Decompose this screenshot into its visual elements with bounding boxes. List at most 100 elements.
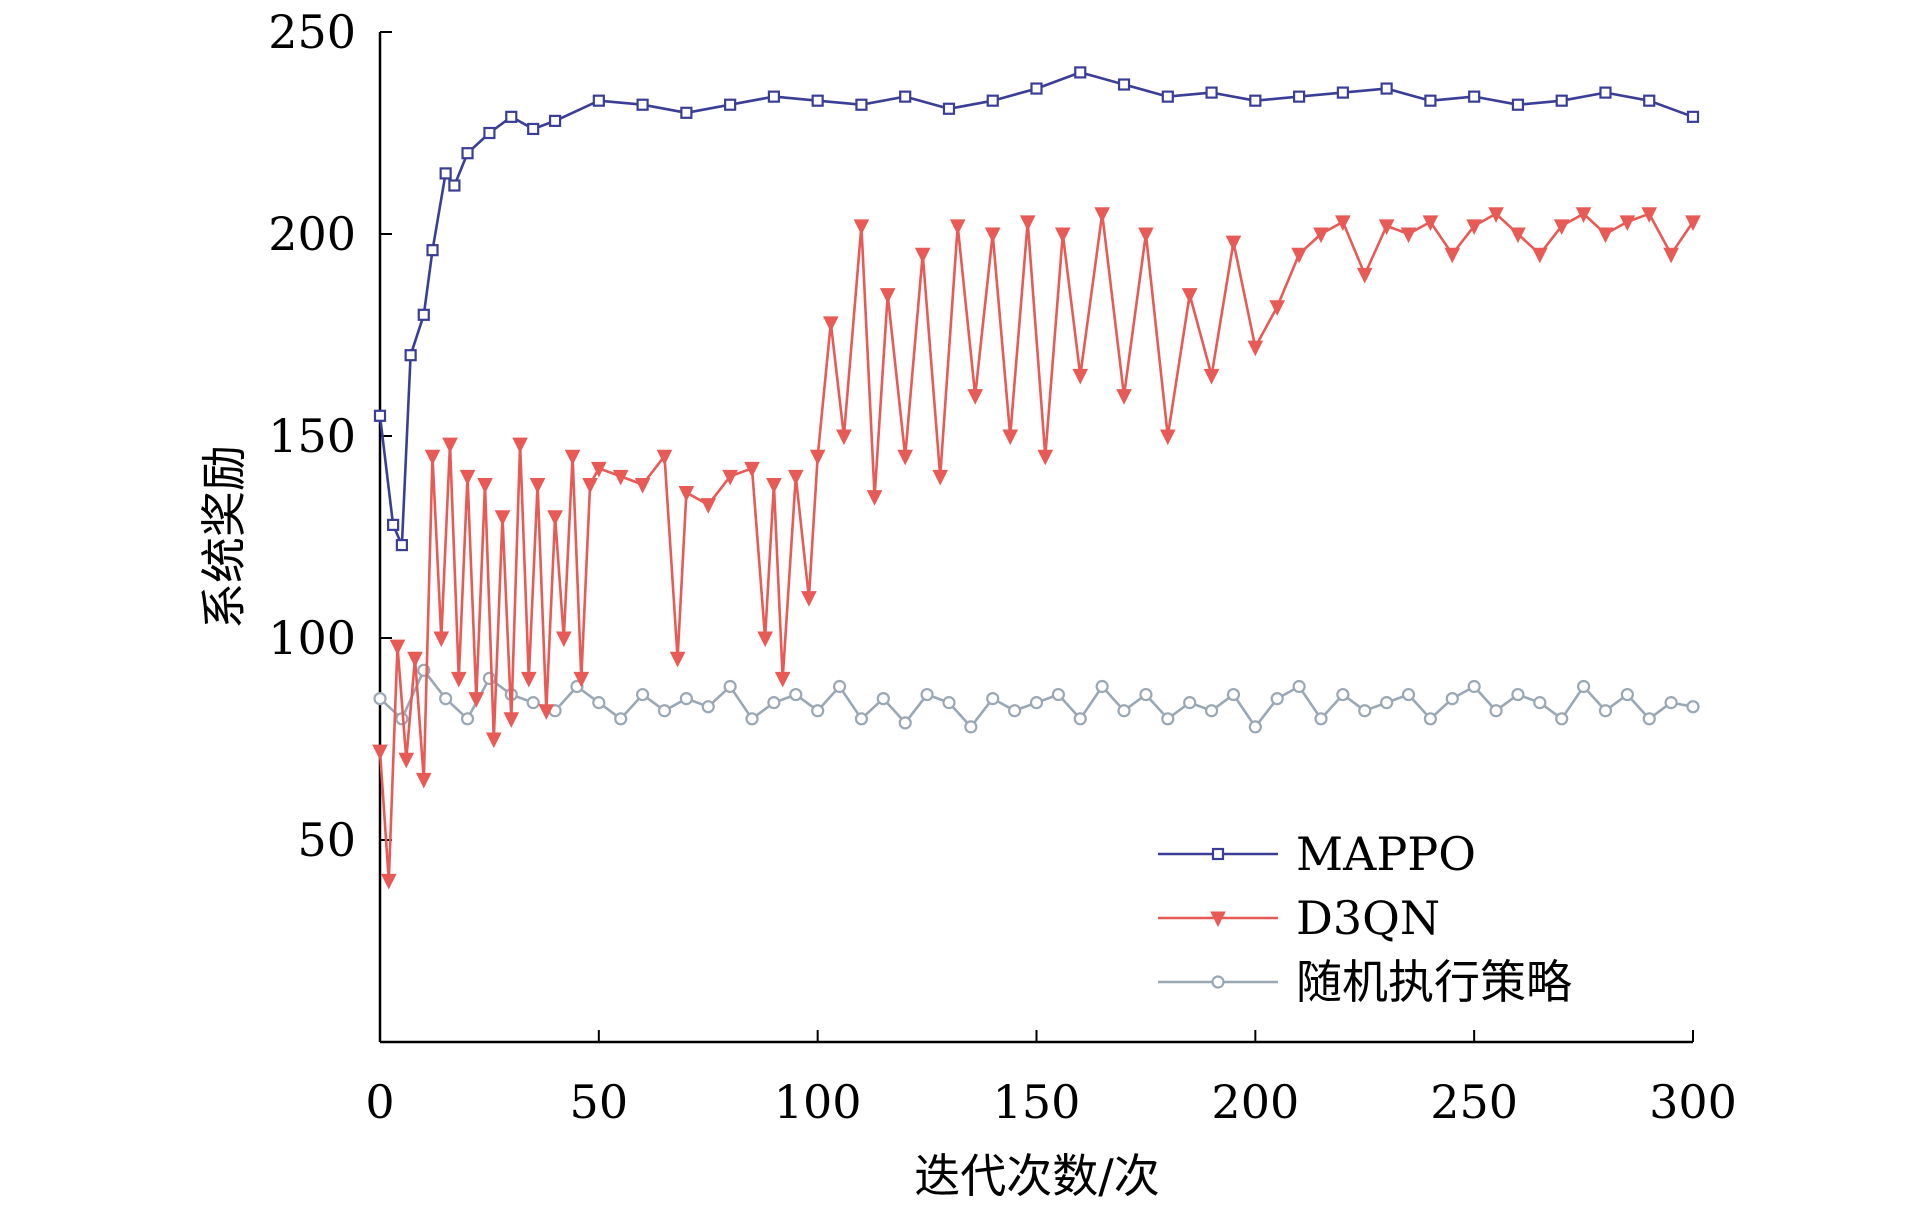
series-line [378, 212, 1695, 882]
data-point [485, 732, 502, 749]
data-point [811, 704, 825, 718]
data-point [942, 102, 956, 115]
data-point [1555, 712, 1569, 726]
data-point [395, 538, 408, 552]
data-point [1073, 712, 1087, 726]
data-point [920, 687, 934, 702]
data-point [1575, 207, 1592, 223]
data-point [404, 349, 417, 362]
data-point [1685, 215, 1701, 231]
data-point [450, 671, 467, 688]
data-point [1161, 90, 1174, 103]
data-point [1356, 267, 1373, 284]
data-point [592, 696, 606, 710]
data-point [417, 308, 430, 321]
data-point [1643, 94, 1656, 107]
data-point [482, 671, 497, 686]
data-point [1029, 696, 1044, 710]
legend-item: MAPPO [1158, 827, 1476, 881]
x-axis-title: 迭代次数/次 [914, 1149, 1160, 1203]
data-point [483, 126, 496, 140]
data-point [1030, 82, 1043, 95]
data-point [744, 461, 760, 478]
x-tick-label: 50 [570, 1075, 629, 1129]
data-point [582, 477, 598, 494]
data-point [832, 679, 847, 694]
data-point [766, 477, 782, 494]
data-point [1533, 696, 1547, 710]
data-point [1598, 704, 1613, 718]
data-point [1138, 227, 1154, 244]
data-point [1336, 86, 1349, 99]
data-point [548, 114, 562, 127]
data-point [1205, 86, 1218, 99]
series-group [372, 207, 1701, 890]
x-tick-label: 100 [774, 1075, 862, 1129]
data-point [1489, 704, 1503, 718]
data-point [1037, 449, 1054, 466]
data-point [899, 90, 912, 103]
x-ticks: 0 50 100 150 200 250 300 [365, 1030, 1737, 1129]
data-point [459, 469, 476, 486]
x-tick-label: 300 [1649, 1075, 1737, 1129]
data-point [1620, 687, 1634, 702]
data-point [1401, 687, 1416, 702]
data-point [1511, 687, 1525, 702]
data-point [1181, 288, 1198, 304]
data-point [527, 122, 540, 136]
data-point [1072, 368, 1089, 385]
data-point [1686, 700, 1700, 714]
data-point [822, 316, 839, 332]
data-point [1117, 704, 1131, 718]
data-point [656, 449, 673, 466]
data-point [1054, 227, 1071, 244]
data-point [1139, 687, 1153, 702]
y-ticks: 50 100 150 200 250 [268, 5, 392, 867]
legend-item: D3QN [1158, 891, 1440, 945]
data-point [538, 704, 555, 720]
data-point [389, 639, 406, 656]
data-point [1555, 94, 1568, 107]
data-point [1183, 696, 1197, 710]
data-point [724, 98, 737, 111]
legend: MAPPO D3QN 随机执行策略 [1158, 827, 1572, 1009]
data-point [1117, 78, 1131, 91]
data-point [680, 106, 693, 119]
data-point [1597, 227, 1614, 244]
data-point [387, 518, 400, 531]
data-point [774, 671, 791, 688]
data-point [426, 244, 439, 257]
data-point [373, 409, 387, 422]
data-point [876, 691, 890, 706]
data-point [477, 477, 493, 494]
data-point [1664, 696, 1678, 710]
data-point [1576, 679, 1591, 694]
data-point [1292, 679, 1306, 694]
data-point [836, 429, 852, 446]
data-point [678, 486, 695, 502]
data-point [855, 98, 868, 111]
data-point [1488, 207, 1504, 223]
data-point [811, 94, 824, 107]
data-point [1292, 90, 1306, 103]
x-tick-label: 150 [993, 1075, 1081, 1129]
data-point [1380, 82, 1393, 95]
data-point [932, 469, 949, 486]
y-tick-label: 50 [297, 813, 356, 867]
data-point [398, 752, 415, 769]
data-point [1532, 247, 1548, 264]
y-tick-label: 150 [268, 409, 356, 463]
data-point [942, 696, 956, 710]
data-point [986, 94, 999, 107]
x-tick-label: 250 [1430, 1075, 1518, 1129]
data-point [723, 679, 737, 694]
data-point [614, 712, 628, 726]
data-point [745, 712, 759, 726]
data-point [547, 510, 563, 526]
data-point [1444, 247, 1461, 264]
data-point [1423, 712, 1438, 726]
data-point [679, 691, 693, 706]
data-point [1226, 687, 1241, 702]
data-point [1248, 720, 1262, 734]
